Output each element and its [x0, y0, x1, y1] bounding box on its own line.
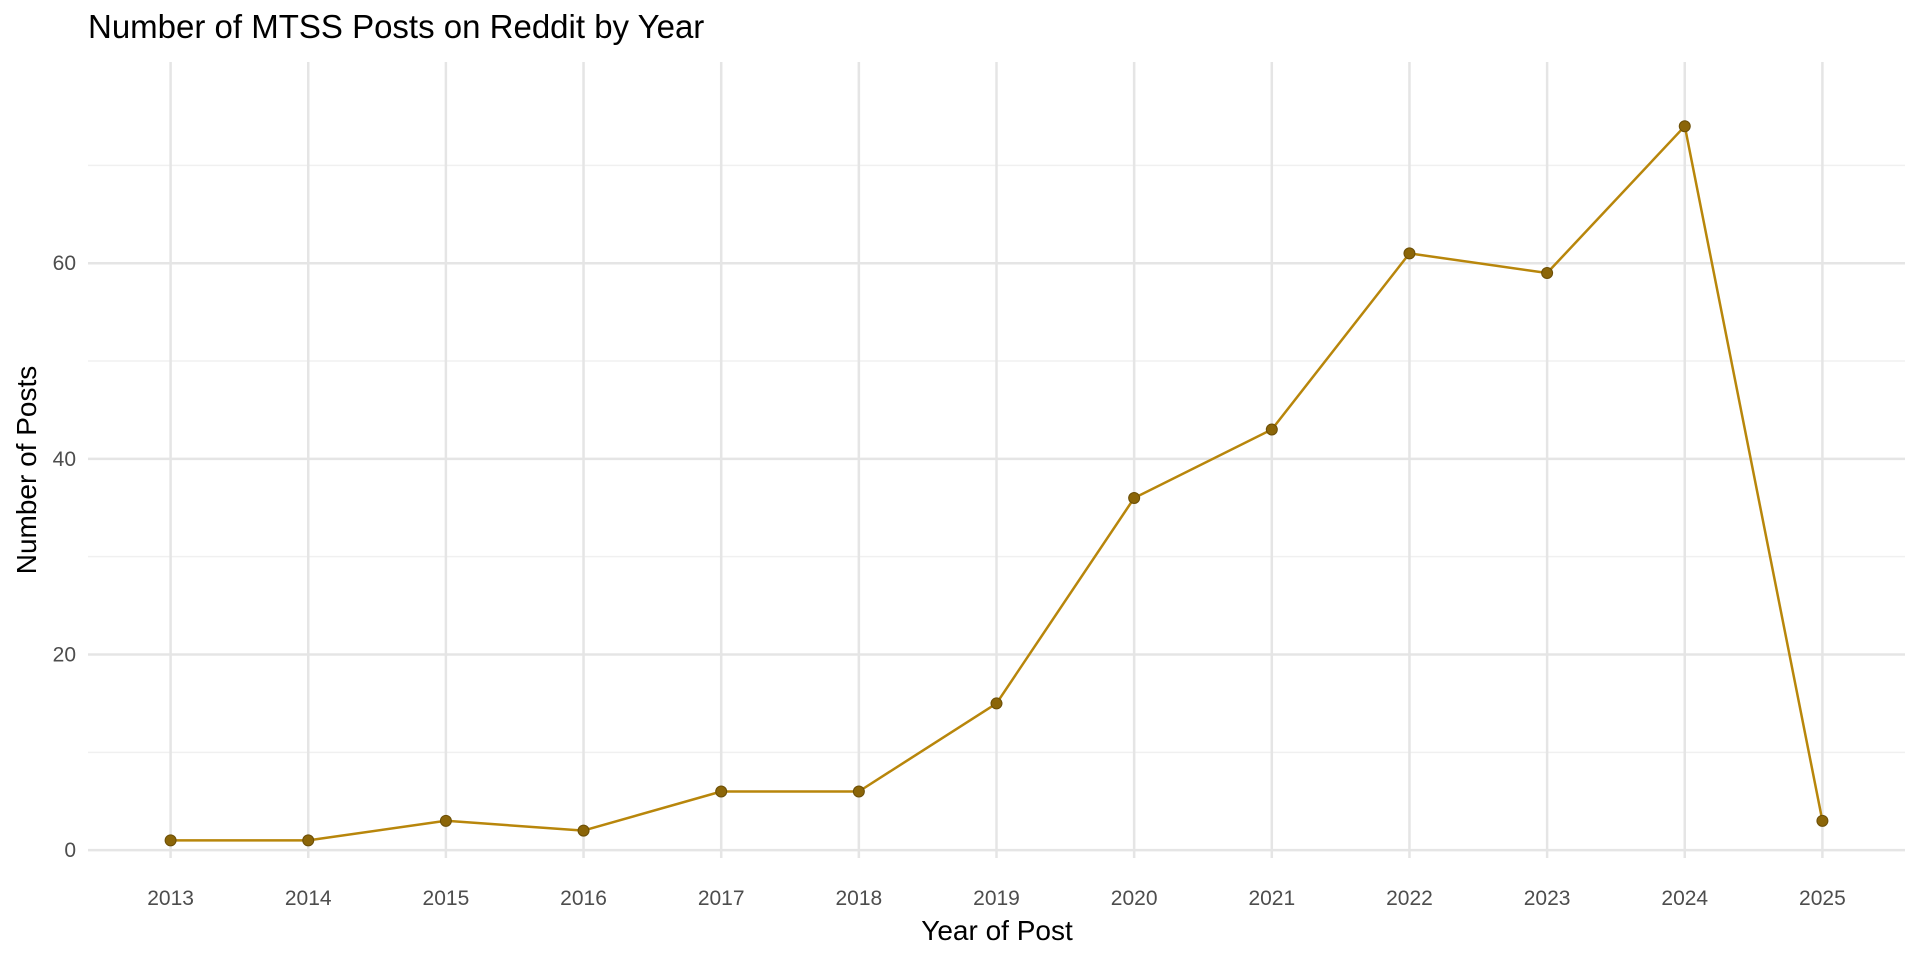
x-tick-labels: 2013 2014 2015 2016 2017 2018 2019 2020 2021 2022… [147, 887, 1846, 910]
x-tick-label: 2025 [1799, 887, 1846, 910]
x-tick-label: 2018 [835, 887, 882, 910]
data-point [1403, 247, 1416, 260]
data-point [715, 785, 728, 798]
data-point [577, 824, 590, 837]
y-tick-label: 60 [53, 252, 76, 275]
data-point [1265, 423, 1278, 436]
data-point [1128, 491, 1141, 504]
x-tick-label: 2022 [1386, 887, 1433, 910]
x-tick-label: 2021 [1248, 887, 1295, 910]
data-point [1816, 814, 1829, 827]
data-point [164, 834, 177, 847]
data-point [302, 834, 315, 847]
x-tick-label: 2015 [423, 887, 470, 910]
x-tick-label: 2020 [1111, 887, 1158, 910]
y-axis-title: Number of Posts [11, 366, 42, 575]
x-tick-label: 2016 [560, 887, 607, 910]
data-point [439, 814, 452, 827]
x-tick-label: 2019 [973, 887, 1020, 910]
y-tick-label: 20 [53, 644, 76, 667]
x-tick-label: 2014 [285, 887, 332, 910]
chart-title: Number of MTSS Posts on Reddit by Year [88, 8, 704, 45]
data-point [852, 785, 865, 798]
y-tick-label: 0 [64, 839, 76, 862]
data-point [1678, 120, 1691, 133]
x-tick-label: 2024 [1661, 887, 1708, 910]
data-point [1541, 266, 1554, 279]
data-point [990, 697, 1003, 710]
x-tick-label: 2017 [698, 887, 745, 910]
x-axis-title: Year of Post [921, 915, 1073, 946]
series-layer [164, 120, 1829, 847]
x-tick-label: 2013 [147, 887, 194, 910]
grid-lines [88, 62, 1905, 858]
y-tick-labels: 0 20 40 60 [53, 252, 76, 862]
x-tick-label: 2023 [1524, 887, 1571, 910]
y-tick-label: 40 [53, 448, 76, 471]
